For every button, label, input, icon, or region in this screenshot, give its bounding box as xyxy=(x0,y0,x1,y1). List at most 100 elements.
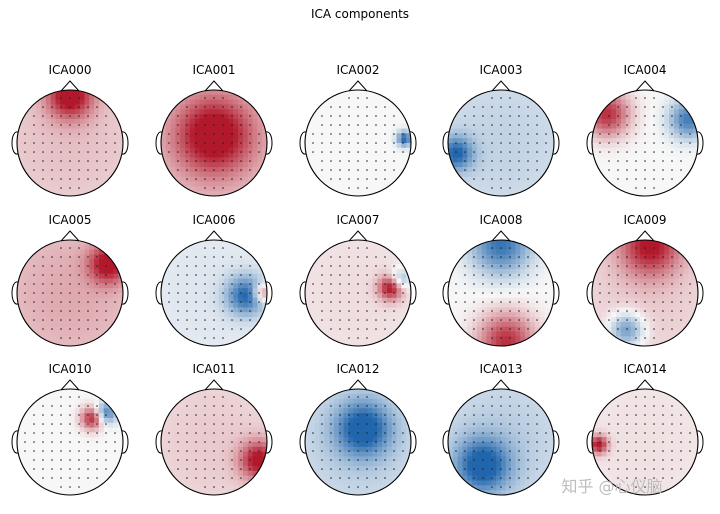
topomap-ica001: ICA001 xyxy=(155,63,273,197)
sensor-layout xyxy=(599,247,691,339)
sensor-layout xyxy=(455,247,547,339)
topomap-field xyxy=(448,90,554,196)
sensor-layout xyxy=(455,396,547,488)
sensor-layout xyxy=(312,97,404,189)
component-label: ICA003 xyxy=(479,63,522,77)
sensor-layout xyxy=(24,97,116,189)
head-outline xyxy=(16,239,124,347)
left-ear-outline xyxy=(586,430,594,454)
topomap-field xyxy=(448,240,554,346)
topomap-ica003: ICA003 xyxy=(442,63,560,197)
head-outline xyxy=(591,239,699,347)
topomap-ica011: ICA011 xyxy=(155,362,273,496)
left-ear-outline xyxy=(442,281,450,305)
component-label: ICA000 xyxy=(48,63,91,77)
topomap-ica010: ICA010 xyxy=(11,362,129,496)
sensor-layout xyxy=(168,247,260,339)
topomap-ica000: ICA000 xyxy=(11,63,129,197)
component-label: ICA002 xyxy=(336,63,379,77)
left-ear-outline xyxy=(155,131,163,155)
head-outline xyxy=(304,388,412,496)
component-label: ICA004 xyxy=(623,63,666,77)
nose-outline xyxy=(635,230,655,242)
nose-outline xyxy=(204,230,224,242)
right-ear-outline xyxy=(409,281,417,305)
topomap-ica009: ICA009 xyxy=(586,213,704,347)
right-ear-outline xyxy=(409,430,417,454)
right-ear-outline xyxy=(121,430,129,454)
head-outline xyxy=(160,239,268,347)
topomap-ica002: ICA002 xyxy=(299,63,417,197)
head-outline xyxy=(304,89,412,197)
topomap-ica005: ICA005 xyxy=(11,213,129,347)
figure-title: ICA components xyxy=(311,7,409,21)
head-outline xyxy=(447,89,555,197)
nose-outline xyxy=(635,80,655,92)
sensor-layout xyxy=(24,396,116,488)
nose-outline xyxy=(635,379,655,391)
nose-outline xyxy=(204,80,224,92)
topomap-ica008: ICA008 xyxy=(442,213,560,347)
sensor-layout xyxy=(312,247,404,339)
component-label: ICA009 xyxy=(623,213,666,227)
left-ear-outline xyxy=(155,430,163,454)
nose-outline xyxy=(60,80,80,92)
component-label: ICA011 xyxy=(192,362,235,376)
nose-outline xyxy=(348,379,368,391)
component-label: ICA007 xyxy=(336,213,379,227)
component-label: ICA001 xyxy=(192,63,235,77)
component-label: ICA014 xyxy=(623,362,666,376)
component-label: ICA012 xyxy=(336,362,379,376)
nose-outline xyxy=(491,80,511,92)
right-ear-outline xyxy=(409,131,417,155)
right-ear-outline xyxy=(552,131,560,155)
right-ear-outline xyxy=(121,281,129,305)
nose-outline xyxy=(491,379,511,391)
sensor-layout xyxy=(24,247,116,339)
component-label: ICA013 xyxy=(479,362,522,376)
topomap-ica007: ICA007 xyxy=(299,213,417,347)
nose-outline xyxy=(204,379,224,391)
left-ear-outline xyxy=(11,131,19,155)
topomap-ica004: ICA004 xyxy=(586,63,704,197)
sensor-layout xyxy=(168,97,260,189)
right-ear-outline xyxy=(552,281,560,305)
sensor-layout xyxy=(455,97,547,189)
left-ear-outline xyxy=(11,281,19,305)
left-ear-outline xyxy=(299,430,307,454)
right-ear-outline xyxy=(696,281,704,305)
watermark: 知乎 @心仪脑 xyxy=(561,477,662,496)
component-label: ICA010 xyxy=(48,362,91,376)
component-label: ICA008 xyxy=(479,213,522,227)
topomap-grid: ICA000 ICA001 ICA002 ICA003 ICA004 ICA005 ICA0… xyxy=(11,63,704,496)
nose-outline xyxy=(60,230,80,242)
topomap-ica012: ICA012 xyxy=(299,362,417,496)
left-ear-outline xyxy=(155,281,163,305)
nose-outline xyxy=(491,230,511,242)
right-ear-outline xyxy=(121,131,129,155)
left-ear-outline xyxy=(11,430,19,454)
right-ear-outline xyxy=(265,281,273,305)
right-ear-outline xyxy=(696,131,704,155)
right-ear-outline xyxy=(265,430,273,454)
topomap-ica006: ICA006 xyxy=(155,213,273,347)
topomap-ica014: ICA014 xyxy=(586,362,704,496)
sensor-layout xyxy=(312,396,404,488)
head-outline xyxy=(16,89,124,197)
component-label: ICA006 xyxy=(192,213,235,227)
left-ear-outline xyxy=(299,131,307,155)
component-label: ICA005 xyxy=(48,213,91,227)
sensor-layout xyxy=(599,396,691,488)
topomap-field xyxy=(305,389,411,495)
topomap-field xyxy=(592,389,698,495)
topomap-ica013: ICA013 xyxy=(442,362,560,496)
right-ear-outline xyxy=(552,430,560,454)
head-outline xyxy=(447,239,555,347)
left-ear-outline xyxy=(586,131,594,155)
sensor-layout xyxy=(599,97,691,189)
right-ear-outline xyxy=(696,430,704,454)
head-outline xyxy=(160,388,268,496)
sensor-layout xyxy=(168,396,260,488)
left-ear-outline xyxy=(299,281,307,305)
